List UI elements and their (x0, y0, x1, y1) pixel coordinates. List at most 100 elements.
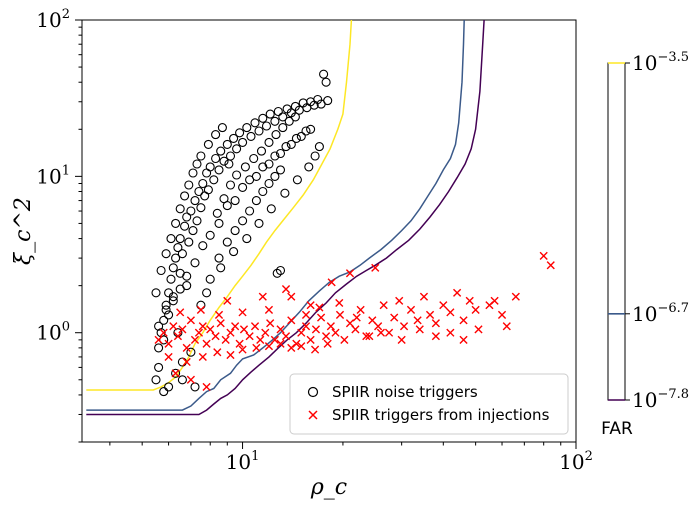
injection-trigger-point (459, 316, 468, 325)
injection-trigger-point (376, 328, 386, 337)
x-axis-label: ρ_c (310, 475, 347, 500)
injection-trigger-point (270, 335, 279, 344)
noise-trigger-point (182, 271, 192, 281)
noise-trigger-point (151, 288, 161, 298)
injection-trigger-point (250, 322, 260, 331)
noise-trigger-point (321, 77, 331, 87)
injection-trigger-point (379, 301, 388, 310)
noise-trigger-point (164, 310, 174, 320)
noise-trigger-point (177, 375, 187, 385)
injection-trigger-point (297, 342, 306, 351)
injection-trigger-point (439, 301, 448, 310)
noise-trigger-point (232, 170, 242, 180)
y-axis-label: ξ_c^2 (11, 197, 36, 265)
injection-trigger-point (169, 322, 178, 331)
noise-trigger-point (229, 133, 239, 143)
noise-trigger-point (278, 123, 288, 133)
noise-trigger-point (230, 226, 240, 236)
noise-trigger-point (161, 249, 171, 259)
noise-trigger-point (275, 148, 286, 159)
injection-trigger-point (371, 263, 380, 272)
noise-trigger-point (266, 204, 276, 214)
injection-trigger-point (281, 332, 291, 341)
far-contour-line (86, 20, 465, 411)
injection-trigger-point (223, 296, 232, 305)
noise-trigger-point (203, 185, 213, 195)
noise-trigger-point (188, 226, 198, 236)
noise-trigger-point (211, 130, 221, 140)
noise-trigger-point (190, 382, 200, 392)
noise-trigger-point (296, 131, 306, 141)
noise-trigger-point (245, 206, 255, 216)
noise-trigger-point (301, 126, 311, 136)
injection-trigger-point (351, 325, 360, 334)
injection-trigger-point (331, 328, 340, 337)
y-axis-ticks: 100 101 102 (36, 7, 82, 443)
noise-trigger-point (222, 237, 232, 247)
noise-trigger-point (186, 347, 196, 357)
injection-trigger-point (374, 322, 383, 331)
noise-trigger-point (154, 362, 164, 372)
injection-trigger-point (415, 325, 424, 334)
noise-trigger-point (184, 237, 194, 247)
injection-trigger-point (178, 325, 187, 334)
injection-trigger-point (176, 308, 185, 317)
injection-trigger-point (384, 328, 394, 337)
noise-trigger-point (214, 218, 224, 228)
far-colorbar: 10−3.5 10−6.7 10−7.8 FAR (601, 50, 689, 439)
noise-trigger-point (214, 165, 224, 175)
noise-trigger-point (198, 241, 208, 251)
injection-trigger-point (190, 335, 200, 344)
far-contour-line (86, 20, 485, 416)
injection-trigger-point (235, 339, 244, 348)
injection-trigger-point (390, 313, 399, 322)
injection-trigger-point (206, 325, 215, 334)
noise-trigger-point (186, 206, 196, 216)
injection-trigger-point (276, 339, 285, 348)
injection-trigger-point (306, 301, 315, 310)
noise-trigger-point (205, 162, 215, 172)
injection-trigger-point (221, 335, 230, 344)
legend: SPIIR noise triggers SPIIR triggers from… (289, 373, 569, 435)
injection-trigger-point (214, 310, 224, 319)
injection-trigger-point (431, 319, 440, 328)
injection-trigger-point (239, 325, 249, 334)
injection-trigger-point (287, 292, 296, 301)
injection-trigger-point (252, 343, 261, 352)
colorbar-tick-label: 10−7.8 (632, 387, 689, 412)
injection-trigger-point (311, 325, 321, 334)
injection-trigger-point (335, 298, 344, 308)
injection-trigger-point (159, 328, 168, 337)
noise-trigger-point (264, 137, 274, 147)
injection-trigger-point (186, 375, 195, 384)
injection-trigger-point (399, 322, 409, 331)
injection-trigger-point (198, 322, 207, 331)
injection-trigger-point (546, 261, 555, 270)
injection-trigger-point (497, 310, 507, 319)
noise-trigger-point (212, 208, 222, 218)
injection-trigger-point (213, 348, 222, 357)
noise-trigger-point (229, 247, 239, 257)
noise-trigger-point (314, 142, 324, 152)
injection-trigger-point (323, 339, 332, 348)
noise-trigger-point (292, 175, 302, 185)
injection-trigger-point (245, 332, 254, 341)
noise-trigger-point (190, 258, 200, 268)
noise-trigger-point (205, 274, 215, 284)
y-tick-label: 101 (36, 163, 70, 188)
noise-trigger-point (209, 175, 219, 185)
noise-trigger-point (166, 274, 176, 284)
noise-trigger-point (222, 139, 232, 149)
injection-trigger-point (511, 292, 520, 301)
injection-trigger-point (310, 345, 320, 354)
noise-trigger-point (249, 153, 259, 164)
injection-trigger-series (154, 251, 555, 392)
noise-trigger-point (171, 218, 181, 228)
injection-trigger-point (365, 332, 374, 341)
injection-trigger-point (287, 316, 296, 325)
noise-trigger-point (216, 263, 226, 273)
injection-trigger-point (453, 288, 462, 297)
injection-trigger-point (264, 342, 274, 351)
noise-trigger-point (175, 234, 185, 244)
noise-trigger-point (211, 153, 221, 164)
